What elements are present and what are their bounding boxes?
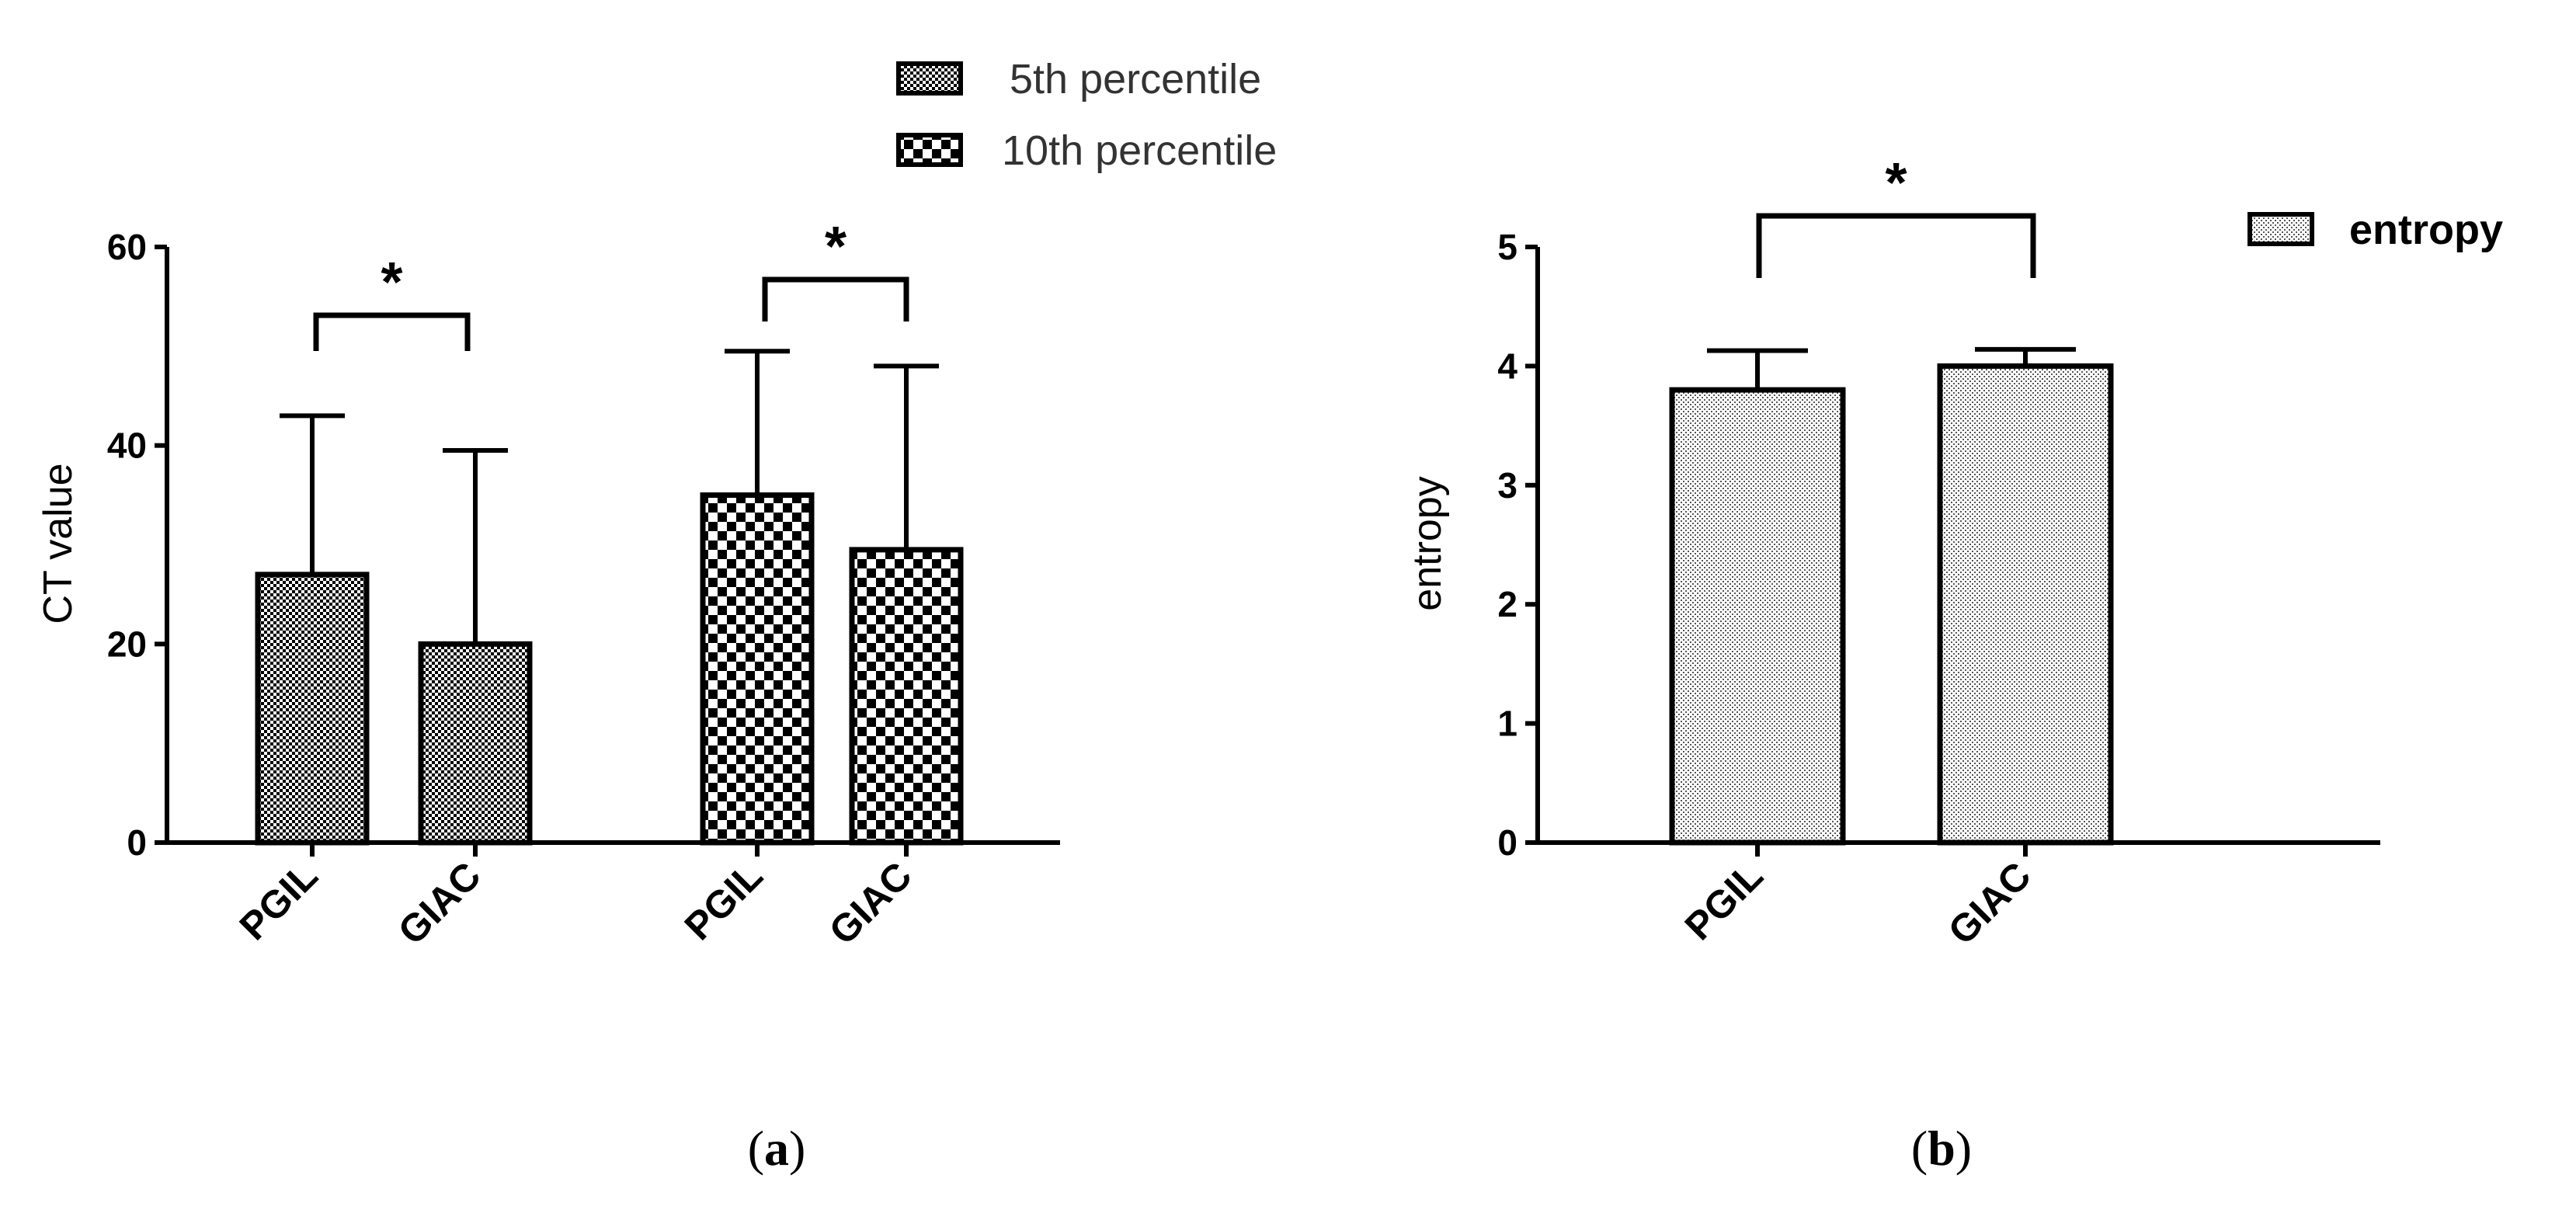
panel-b-letter: b — [1928, 1121, 1955, 1176]
chart-a-bar — [418, 641, 533, 846]
chart-a-category-label: GIAC — [390, 853, 489, 953]
chart-b-yticks: 0 1 2 3 4 5 — [1497, 227, 1538, 863]
legend-swatch-entropy — [2247, 212, 2314, 246]
chart-a-bar — [255, 572, 370, 846]
chart-b-ytick-label: 0 — [1497, 822, 1517, 863]
chart-b-ytick-label: 1 — [1497, 704, 1517, 744]
chart-a-category-label: PGIL — [231, 853, 326, 948]
chart-a-category-label: GIAC — [821, 853, 920, 953]
panel-a-letter: a — [764, 1121, 789, 1176]
legend-swatch-5th — [896, 61, 963, 96]
chart-a-yticks: 0 20 40 60 — [107, 227, 167, 863]
chart-a-ytick-label: 40 — [107, 426, 147, 466]
chart-a-significance-bracket — [762, 276, 909, 321]
panel-b-open: ( — [1911, 1121, 1928, 1176]
chart-a-significance: ** — [313, 216, 909, 351]
chart-a-bar — [700, 492, 815, 846]
chart-b-categories: PGIL GIAC — [1677, 853, 2039, 953]
chart-a-ylabel: CT value — [36, 463, 81, 624]
chart-b-significance-bracket — [1756, 213, 2036, 278]
chart-b-ytick-label: 4 — [1497, 346, 1517, 386]
chart-a-categories: PGIL GIAC PGIL GIAC — [231, 853, 920, 953]
chart-b: entropy 0 1 2 3 4 5 PGIL GIAC * entropy — [1405, 152, 2503, 953]
chart-b-category-label: PGIL — [1677, 853, 1771, 948]
chart-b-significance-star: * — [1885, 152, 1907, 214]
chart-b-significance: * — [1756, 152, 2036, 278]
chart-a-significance-star: * — [825, 216, 846, 278]
chart-a-ytick-label: 60 — [107, 227, 147, 267]
chart-a-significance-star: * — [381, 252, 402, 314]
chart-a-ytick-label: 0 — [127, 822, 147, 863]
legend-label-5th: 5th percentile — [1010, 56, 1261, 103]
panel-a-close: ) — [789, 1121, 805, 1176]
panel-b-close: ) — [1955, 1121, 1972, 1176]
chart-b-ytick-label: 3 — [1497, 465, 1517, 506]
legend-label-entropy: entropy — [2349, 207, 2503, 253]
chart-b-legend: entropy — [2247, 207, 2503, 253]
legend-swatch-10th — [896, 133, 963, 167]
panel-a-open: ( — [748, 1121, 764, 1176]
chart-b-bar — [1937, 363, 2114, 846]
chart-b-ytick-label: 2 — [1497, 584, 1517, 624]
chart-b-ylabel: entropy — [1405, 476, 1450, 610]
chart-b-bars — [1669, 346, 2114, 857]
chart-a-category-label: PGIL — [676, 853, 771, 948]
chart-a-bars — [255, 349, 964, 857]
panel-label-b: (b) — [1911, 1121, 1972, 1176]
chart-b-ytick-label: 5 — [1497, 227, 1517, 267]
chart-b-category-label: GIAC — [1940, 853, 2039, 953]
chart-a-legend: 5th percentile 10th percentile — [896, 56, 1277, 174]
chart-a-ytick-label: 20 — [107, 624, 147, 664]
chart-a: 5th percentile 10th percentile 0 20 40 60 P… — [36, 56, 1277, 953]
panel-label-a: (a) — [748, 1121, 806, 1176]
chart-a-bar — [849, 547, 964, 846]
chart-a-significance-bracket — [313, 312, 471, 351]
chart-b-bar — [1669, 387, 1846, 846]
legend-label-10th: 10th percentile — [1002, 127, 1277, 174]
